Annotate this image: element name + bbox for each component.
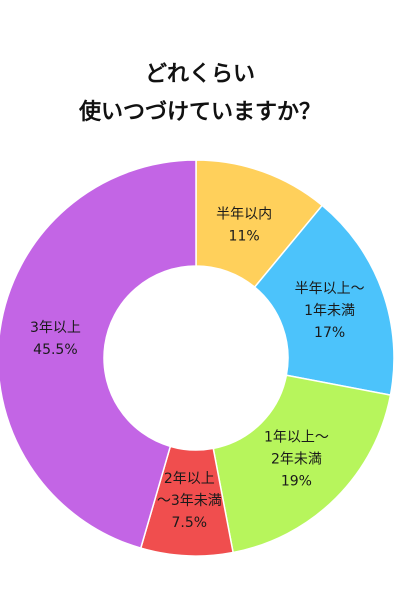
- slice-label-3-line-1: ～3年未満: [157, 493, 222, 509]
- slice-label-0: 半年以内 11%: [216, 206, 272, 244]
- slice-label-4: 3年以上 45.5%: [30, 320, 81, 358]
- slice-label-4-line-0: 3年以上: [30, 320, 81, 336]
- chart-title-line-1: どれくらい: [144, 62, 255, 87]
- donut-slice-2: [212, 374, 392, 554]
- chart-title: どれくらい 使いつづけていますか？: [0, 56, 400, 132]
- slice-label-2-line-0: 1年以上～: [264, 429, 329, 445]
- donut-labels: 半年以内 11% 半年以上～ 1年未満 17% 1年以上～ 2年未満 19% 2年以上 ～3年未満…: [30, 206, 365, 530]
- slice-label-1-line-1: 1年未満: [304, 303, 355, 319]
- donut-slice-4: [0, 159, 197, 550]
- donut-slices: [0, 159, 395, 557]
- slice-label-2-line-2: 19%: [281, 473, 312, 489]
- slice-label-0-line-1: 11%: [229, 228, 260, 244]
- slice-label-3-line-0: 2年以上: [164, 471, 215, 487]
- slice-label-1-line-0: 半年以上～: [295, 281, 365, 297]
- donut-slice-1: [253, 204, 395, 396]
- slice-label-2: 1年以上～ 2年未満 19%: [264, 429, 329, 489]
- slice-label-2-line-1: 2年未満: [271, 451, 322, 467]
- chart-title-line-2: 使いつづけていますか？: [78, 100, 321, 125]
- slice-label-0-line-0: 半年以内: [216, 206, 272, 222]
- slice-label-4-line-1: 45.5%: [33, 342, 77, 358]
- slice-label-3-line-2: 7.5%: [172, 515, 208, 531]
- slice-label-1-line-2: 17%: [314, 325, 345, 341]
- slice-label-3: 2年以上 ～3年未満 7.5%: [157, 471, 222, 531]
- slice-label-1: 半年以上～ 1年未満 17%: [295, 281, 365, 341]
